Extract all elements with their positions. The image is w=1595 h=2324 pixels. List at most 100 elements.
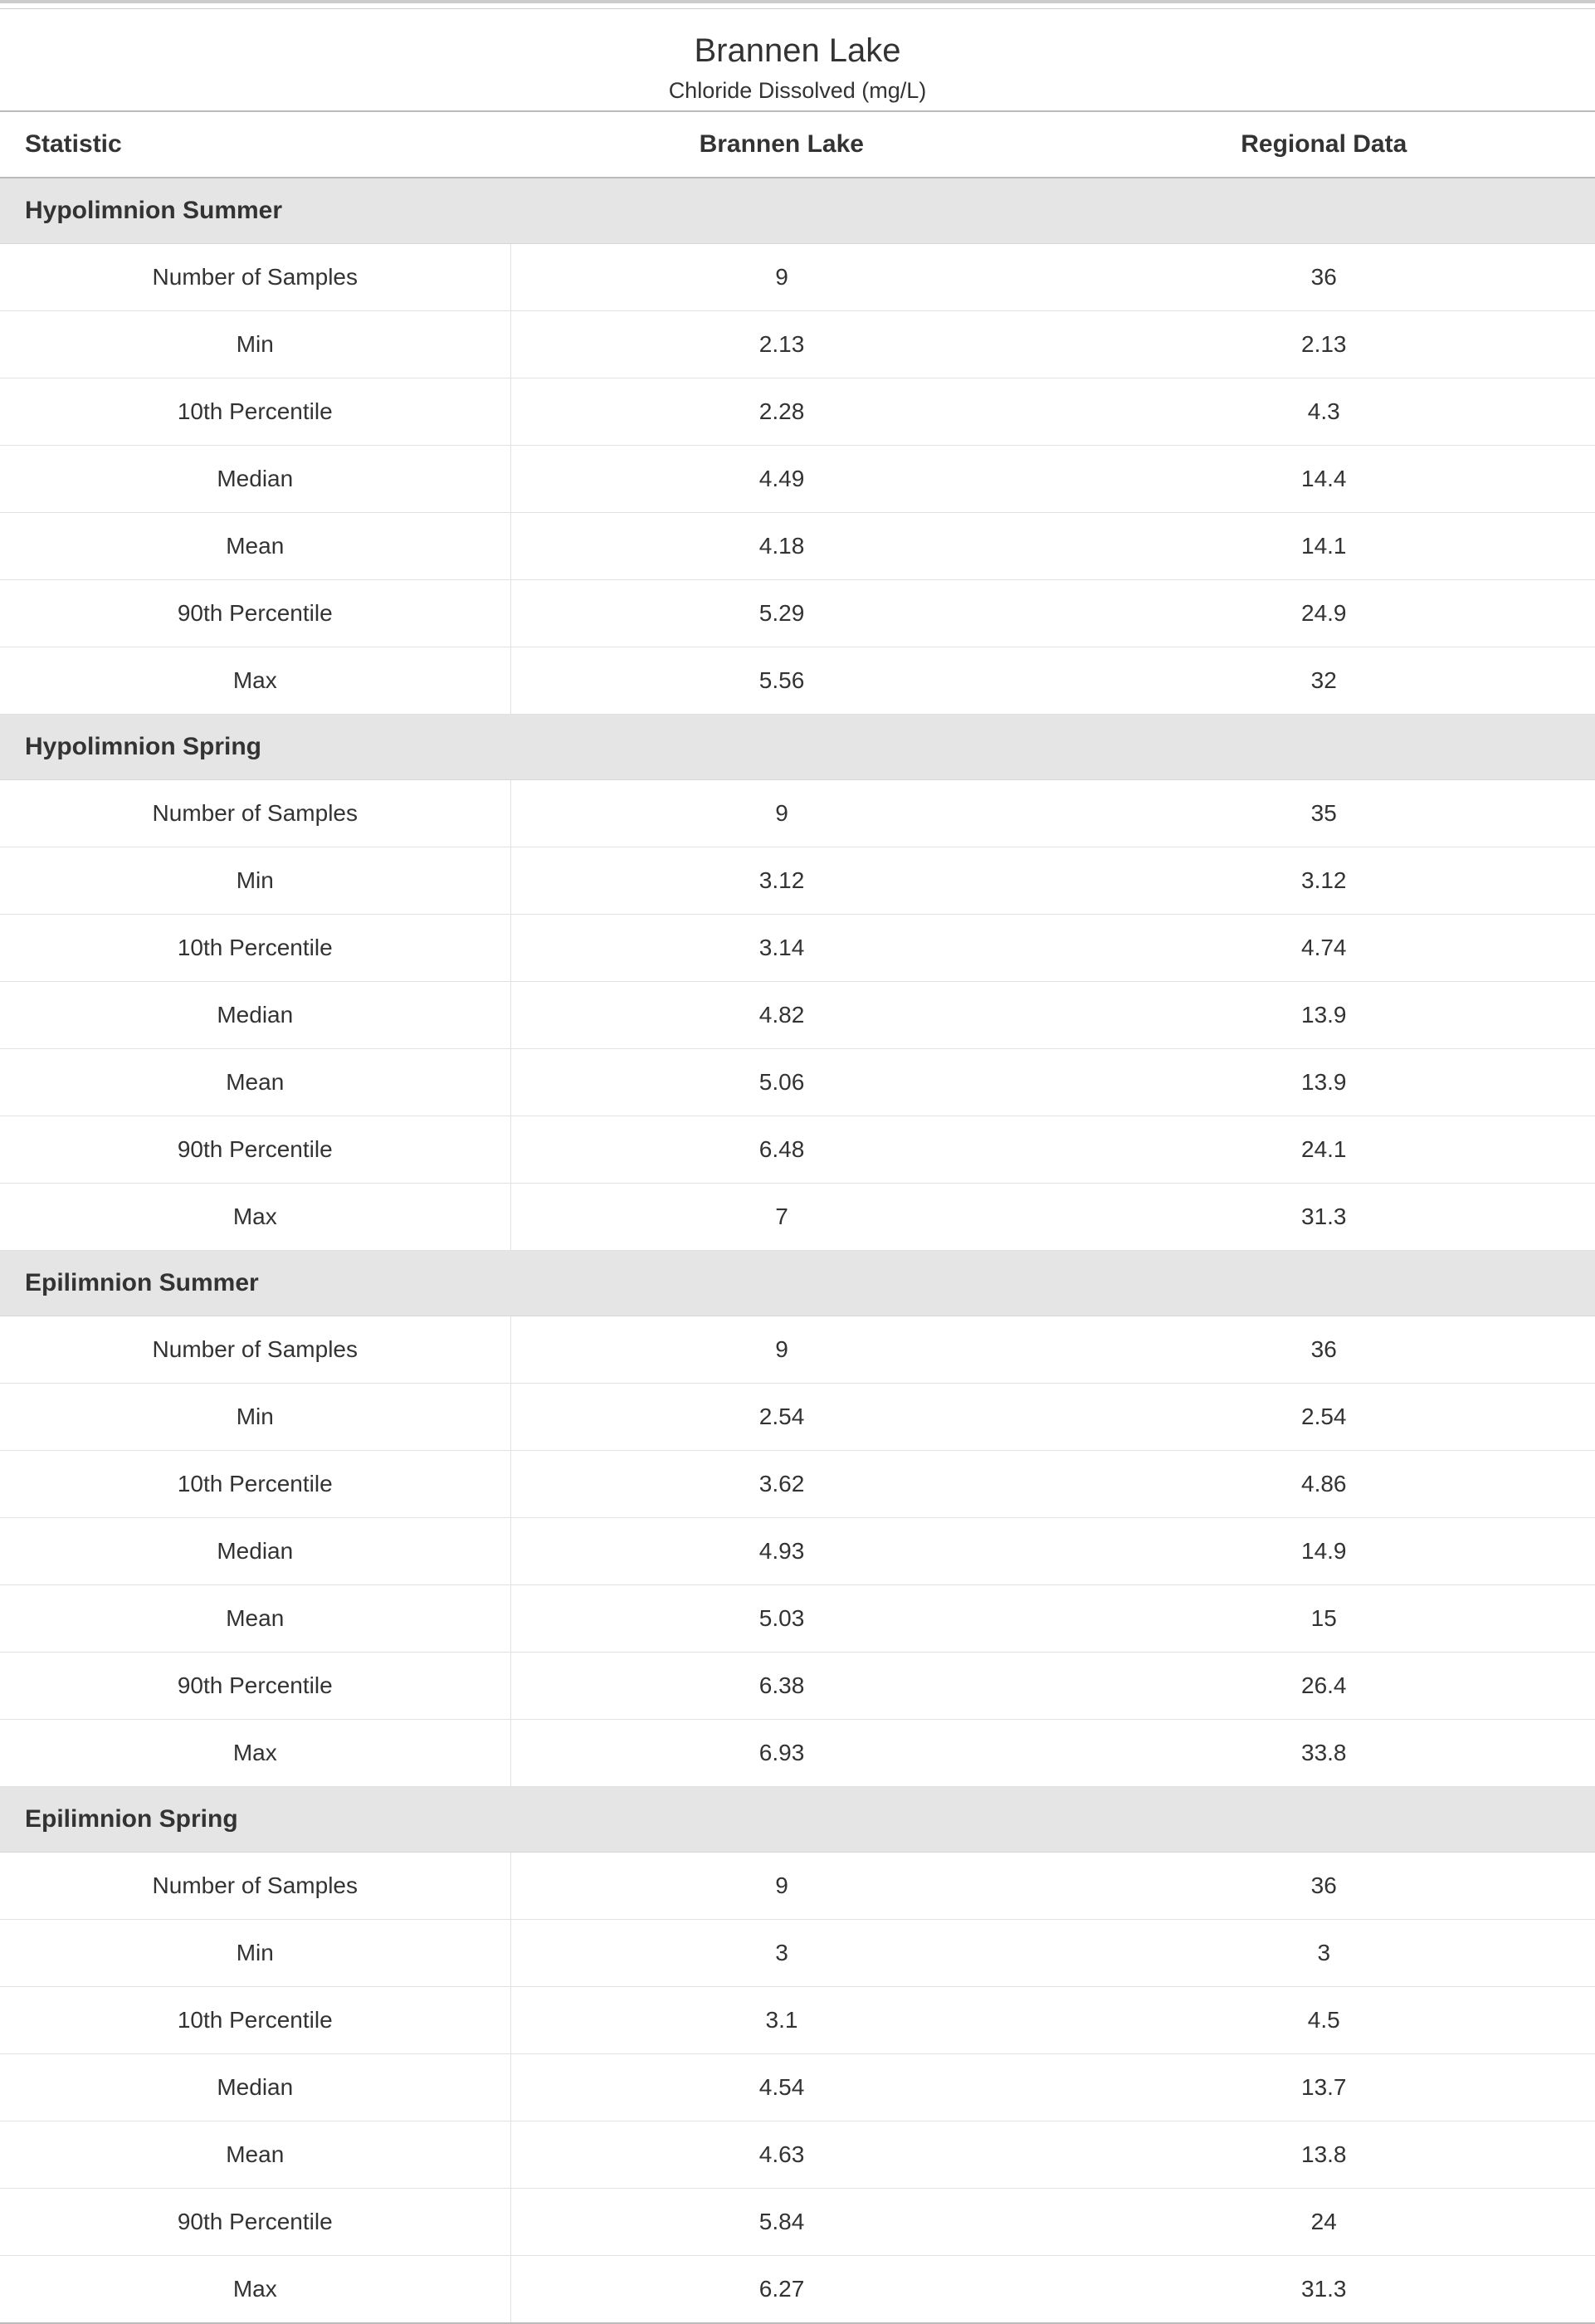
table-row: Median4.9314.9 [0,1518,1595,1585]
stat-label-cell: Mean [0,2121,510,2189]
site-value-cell: 6.27 [510,2256,1052,2324]
stat-label-cell: Min [0,847,510,915]
site-value-cell: 9 [510,780,1052,847]
site-value-cell: 5.06 [510,1049,1052,1116]
site-value-cell: 5.29 [510,580,1052,647]
table-row: 10th Percentile3.144.74 [0,915,1595,982]
site-value-cell: 4.82 [510,982,1052,1049]
stat-label-cell: Max [0,647,510,715]
site-value-cell: 3 [510,1920,1052,1987]
stat-label-cell: Min [0,1920,510,1987]
section-header-cell: Epilimnion Summer [0,1251,1595,1316]
site-value-cell: 2.54 [510,1384,1052,1451]
site-value-cell: 3.1 [510,1987,1052,2054]
table-row: Number of Samples935 [0,780,1595,847]
table-row: Median4.4914.4 [0,446,1595,513]
regional-value-cell: 13.9 [1053,982,1595,1049]
stat-label-cell: 10th Percentile [0,1451,510,1518]
table-row: 10th Percentile3.14.5 [0,1987,1595,2054]
page-subtitle: Chloride Dissolved (mg/L) [0,78,1595,104]
regional-value-cell: 2.13 [1053,311,1595,378]
table-row: Min2.542.54 [0,1384,1595,1451]
section-header-cell: Epilimnion Spring [0,1787,1595,1853]
regional-value-cell: 14.1 [1053,513,1595,580]
stat-label-cell: Mean [0,513,510,580]
page-title: Brannen Lake [0,32,1595,70]
regional-value-cell: 31.3 [1053,2256,1595,2324]
stat-label-cell: Number of Samples [0,780,510,847]
site-value-cell: 3.14 [510,915,1052,982]
stat-label-cell: Number of Samples [0,244,510,311]
regional-value-cell: 35 [1053,780,1595,847]
regional-value-cell: 36 [1053,1853,1595,1920]
section-header-row: Epilimnion Spring [0,1787,1595,1853]
table-row: Max6.2731.3 [0,2256,1595,2324]
stat-label-cell: 90th Percentile [0,2189,510,2256]
col-header-regional: Regional Data [1053,111,1595,178]
table-row: Mean4.6313.8 [0,2121,1595,2189]
regional-value-cell: 13.8 [1053,2121,1595,2189]
col-header-site: Brannen Lake [510,111,1052,178]
table-row: 90th Percentile5.8424 [0,2189,1595,2256]
regional-value-cell: 4.5 [1053,1987,1595,2054]
section-header-cell: Hypolimnion Spring [0,715,1595,780]
site-value-cell: 5.03 [510,1585,1052,1653]
regional-value-cell: 13.7 [1053,2054,1595,2121]
table-header-row: Statistic Brannen Lake Regional Data [0,111,1595,178]
table-row: Min2.132.13 [0,311,1595,378]
regional-value-cell: 14.9 [1053,1518,1595,1585]
table-row: Mean5.0613.9 [0,1049,1595,1116]
regional-value-cell: 32 [1053,647,1595,715]
regional-value-cell: 4.74 [1053,915,1595,982]
regional-value-cell: 4.86 [1053,1451,1595,1518]
stat-label-cell: 10th Percentile [0,915,510,982]
site-value-cell: 7 [510,1184,1052,1251]
table-row: Max6.9333.8 [0,1720,1595,1787]
site-value-cell: 6.38 [510,1653,1052,1720]
stat-label-cell: 10th Percentile [0,1987,510,2054]
site-value-cell: 2.13 [510,311,1052,378]
table-row: Median4.8213.9 [0,982,1595,1049]
site-value-cell: 9 [510,1853,1052,1920]
table-row: Max5.5632 [0,647,1595,715]
stats-table: Statistic Brannen Lake Regional Data Hyp… [0,110,1595,2324]
stat-label-cell: Mean [0,1049,510,1116]
stat-label-cell: Median [0,1518,510,1585]
regional-value-cell: 33.8 [1053,1720,1595,1787]
regional-value-cell: 13.9 [1053,1049,1595,1116]
stat-label-cell: Number of Samples [0,1853,510,1920]
stat-label-cell: Median [0,446,510,513]
report-container: Brannen Lake Chloride Dissolved (mg/L) S… [0,0,1595,2324]
regional-value-cell: 24.9 [1053,580,1595,647]
site-value-cell: 9 [510,1316,1052,1384]
stat-label-cell: Number of Samples [0,1316,510,1384]
stat-label-cell: Median [0,982,510,1049]
site-value-cell: 4.63 [510,2121,1052,2189]
table-row: Min33 [0,1920,1595,1987]
stat-label-cell: 90th Percentile [0,1653,510,1720]
stat-label-cell: 10th Percentile [0,378,510,446]
table-row: 10th Percentile2.284.3 [0,378,1595,446]
regional-value-cell: 24.1 [1053,1116,1595,1184]
regional-value-cell: 14.4 [1053,446,1595,513]
regional-value-cell: 36 [1053,1316,1595,1384]
table-row: Median4.5413.7 [0,2054,1595,2121]
regional-value-cell: 26.4 [1053,1653,1595,1720]
title-block: Brannen Lake Chloride Dissolved (mg/L) [0,9,1595,110]
site-value-cell: 5.56 [510,647,1052,715]
stat-label-cell: Max [0,1720,510,1787]
site-value-cell: 4.54 [510,2054,1052,2121]
regional-value-cell: 31.3 [1053,1184,1595,1251]
regional-value-cell: 3.12 [1053,847,1595,915]
stat-label-cell: Min [0,311,510,378]
table-row: 90th Percentile6.4824.1 [0,1116,1595,1184]
section-header-row: Hypolimnion Spring [0,715,1595,780]
regional-value-cell: 24 [1053,2189,1595,2256]
table-body: Hypolimnion SummerNumber of Samples936Mi… [0,178,1595,2323]
table-row: 90th Percentile5.2924.9 [0,580,1595,647]
site-value-cell: 4.18 [510,513,1052,580]
col-header-statistic: Statistic [0,111,510,178]
table-row: 10th Percentile3.624.86 [0,1451,1595,1518]
site-value-cell: 9 [510,244,1052,311]
table-row: Number of Samples936 [0,244,1595,311]
